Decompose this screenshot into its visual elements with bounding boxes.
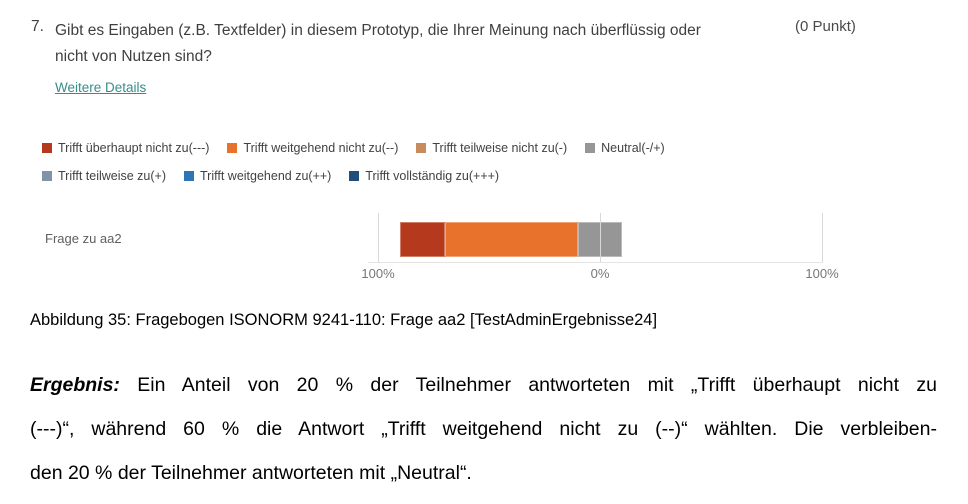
legend-swatch-icon	[227, 142, 238, 153]
legend-item: Trifft teilweise zu(+)	[42, 169, 166, 183]
legend-item: Trifft teilweise nicht zu(-)	[416, 141, 567, 155]
legend-item: Trifft weitgehend nicht zu(--)	[227, 141, 398, 155]
legend-swatch-icon	[585, 142, 596, 153]
legend-swatch-icon	[42, 142, 52, 153]
chart-legend: Trifft überhaupt nicht zu(---) Trifft wei…	[42, 140, 665, 196]
gridline-left	[378, 213, 379, 262]
gridline-right	[822, 213, 823, 262]
gridline-zero	[600, 213, 601, 262]
question-number: 7.	[31, 18, 44, 35]
x-tick-right: 100%	[805, 266, 839, 281]
legend-swatch-icon	[349, 170, 360, 181]
legend-label: Trifft teilweise nicht zu(-)	[432, 140, 568, 155]
legend-row: Trifft teilweise zu(+) Trifft weitgehend …	[42, 168, 665, 183]
result-line1-text: Ein Anteil von 20 % der Teilnehmer antwo…	[119, 374, 937, 396]
question-text-line2: nicht von Nutzen sind?	[55, 48, 212, 65]
legend-label: Trifft teilweise zu(+)	[58, 168, 167, 183]
legend-label: Neutral(-/+)	[601, 140, 665, 155]
result-line-2: (---)“, während 60 % die Antwort „Trifft…	[30, 418, 937, 440]
question-text: Gibt es Eingaben (z.B. Textfelder) in di…	[55, 18, 765, 70]
result-line-3: den 20 % der Teilnehmer antworteten mit …	[30, 462, 472, 484]
chart-category-label: Frage zu aa2	[45, 231, 122, 246]
weitere-details-link[interactable]: Weitere Details	[55, 80, 147, 95]
legend-label: Trifft überhaupt nicht zu(---)	[58, 140, 210, 155]
figure-caption: Abbildung 35: Fragebogen ISONORM 9241-11…	[30, 311, 658, 329]
result-paragraph: Ergebnis: Ein Anteil von 20 % der Teilne…	[30, 363, 937, 495]
legend-row: Trifft überhaupt nicht zu(---) Trifft wei…	[42, 140, 665, 155]
bar-segment-1	[400, 222, 445, 257]
question-points: (0 Punkt)	[795, 18, 856, 35]
legend-label: Trifft weitgehend zu(++)	[200, 168, 332, 183]
legend-item: Trifft weitgehend zu(++)	[184, 169, 331, 183]
x-tick-left: 100%	[361, 266, 395, 281]
result-line-1: Ergebnis: Ein Anteil von 20 % der Teilne…	[30, 363, 937, 407]
legend-label: Trifft weitgehend nicht zu(--)	[243, 140, 399, 155]
legend-swatch-icon	[42, 170, 52, 181]
x-tick-zero: 0%	[590, 266, 610, 281]
bar-segment-4	[577, 222, 623, 257]
legend-item: Trifft überhaupt nicht zu(---)	[42, 141, 209, 155]
legend-swatch-icon	[416, 142, 427, 153]
result-label: Ergebnis:	[30, 374, 120, 396]
legend-label: Trifft vollständig zu(+++)	[365, 168, 500, 183]
legend-item: Neutral(-/+)	[585, 141, 665, 155]
legend-item: Trifft vollständig zu(+++)	[349, 169, 499, 183]
legend-swatch-icon	[184, 170, 195, 181]
x-axis-line	[368, 262, 823, 263]
bar-segment-2	[444, 222, 578, 257]
question-text-line1: Gibt es Eingaben (z.B. Textfelder) in di…	[55, 22, 701, 39]
